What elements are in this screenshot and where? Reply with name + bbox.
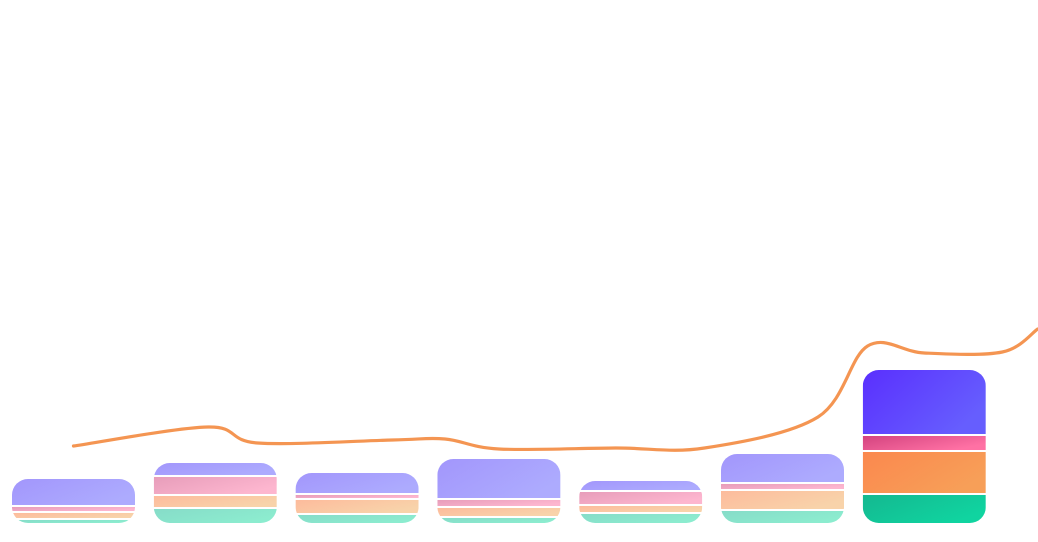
bar-2-segment-s3 — [153, 477, 277, 494]
bar-3 — [295, 473, 419, 523]
bar-2-segment-s4 — [153, 463, 277, 475]
bar-7-segment-s1 — [862, 495, 986, 523]
bar-1 — [12, 479, 135, 523]
bar-3-segment-s4 — [295, 473, 419, 493]
bar-5-segment-s4 — [579, 481, 703, 490]
bar-2-segment-s1 — [153, 509, 277, 523]
bar-7-segment-s4 — [862, 370, 986, 434]
bar-4-segment-s2 — [437, 508, 561, 516]
line-layer — [71, 327, 1038, 452]
bar-5-segment-s2 — [579, 506, 703, 512]
bar-3-segment-s3 — [295, 495, 419, 498]
bar-4-segment-s1 — [437, 518, 561, 523]
bar-4-segment-s3 — [437, 500, 561, 506]
bar-6-segment-s1 — [721, 511, 844, 523]
bar-5-segment-s3 — [579, 492, 703, 504]
bar-7 — [862, 370, 986, 523]
bar-4-segment-s4 — [437, 459, 561, 498]
bar-1-segment-s3 — [12, 507, 135, 511]
bar-4 — [437, 459, 561, 523]
bar-6-segment-s2 — [721, 491, 844, 509]
bar-3-segment-s2 — [295, 500, 419, 513]
trend-line — [71, 327, 1038, 452]
bar-2-segment-s2 — [153, 496, 277, 507]
bar-1-segment-s1 — [12, 520, 135, 523]
bar-6-segment-s4 — [721, 454, 844, 482]
bar-6 — [721, 454, 844, 523]
bar-1-segment-s4 — [12, 479, 135, 505]
bar-6-segment-s3 — [721, 484, 844, 489]
bar-2 — [153, 463, 277, 523]
bar-1-segment-s2 — [12, 513, 135, 518]
bar-7-segment-s3 — [862, 436, 986, 450]
bar-5-segment-s1 — [579, 514, 703, 523]
bar-3-segment-s1 — [295, 515, 419, 523]
bars-layer — [12, 370, 986, 523]
bar-7-segment-s2 — [862, 452, 986, 493]
bar-5 — [579, 481, 703, 523]
